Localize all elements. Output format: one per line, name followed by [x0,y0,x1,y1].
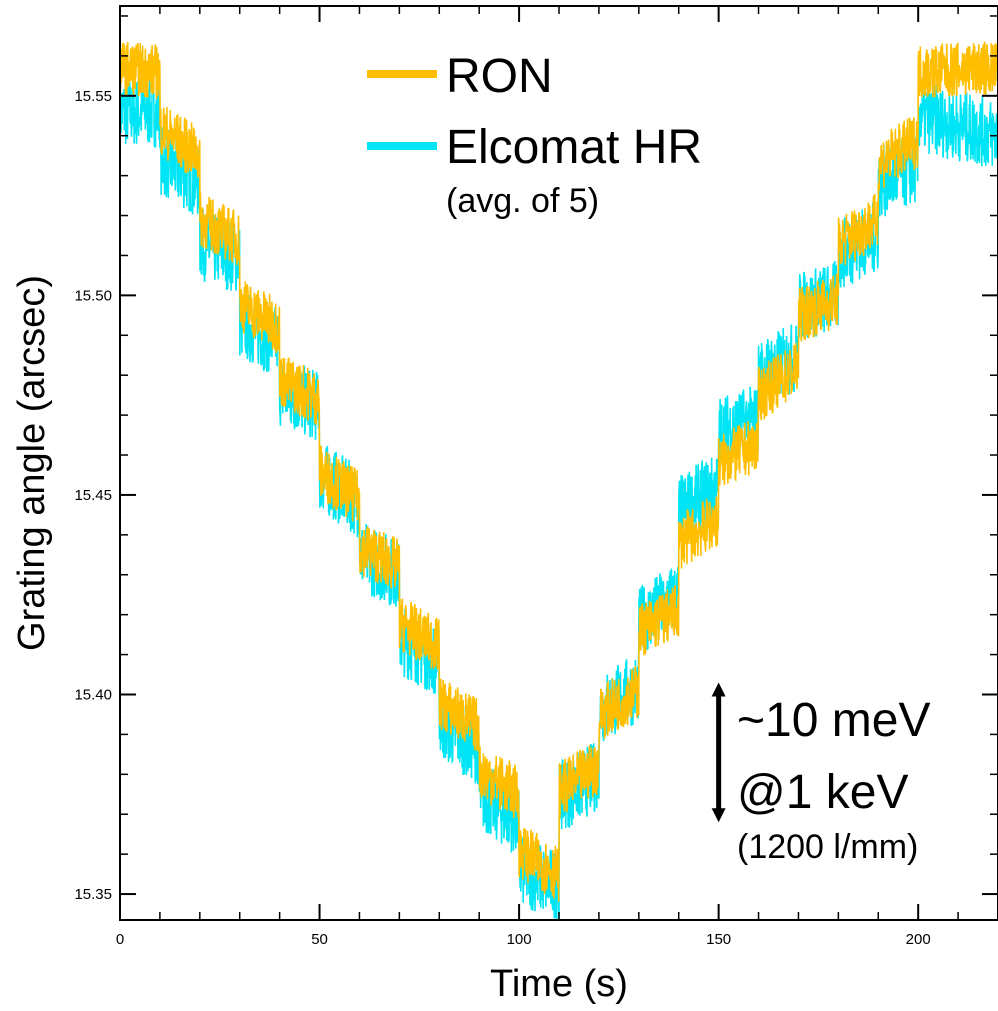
y-tick-label: 15.35 [74,886,112,903]
energy-annotation-line1: ~10 meV [737,694,930,747]
axis-tick-labels: 0 50 100 150 200 15.35 15.40 15.45 15.50 15.55 [74,88,930,948]
y-tick-label: 15.50 [74,287,112,304]
energy-arrow-head-top [711,682,726,697]
energy-annotation-line3: (1200 l/mm) [737,828,918,866]
axis-ticks [119,6,998,920]
energy-arrow-head-bottom [711,808,726,823]
energy-annotation: ~10 meV @1 keV (1200 l/mm) [711,682,930,866]
x-tick-label: 50 [311,931,328,948]
y-tick-label: 15.45 [74,487,112,504]
x-tick-label: 0 [116,931,124,948]
energy-annotation-line2: @1 keV [737,766,908,819]
x-tick-label: 100 [507,931,532,948]
y-tick-label: 15.55 [74,88,112,105]
x-axis-title: Time (s) [490,963,628,1005]
legend-note: (avg. of 5) [446,182,599,220]
series-line-ron [120,41,998,902]
legend-label-elcomat: Elcomat HR [446,121,702,174]
y-tick-label: 15.40 [74,686,112,703]
legend-label-ron: RON [446,50,553,103]
plot-area [120,41,998,920]
x-tick-label: 150 [706,931,731,948]
x-tick-label: 200 [906,931,931,948]
y-axis-title: Grating angle (arcsec) [11,275,53,651]
series-layer [120,41,998,920]
legend: RON Elcomat HR (avg. of 5) [367,50,702,220]
